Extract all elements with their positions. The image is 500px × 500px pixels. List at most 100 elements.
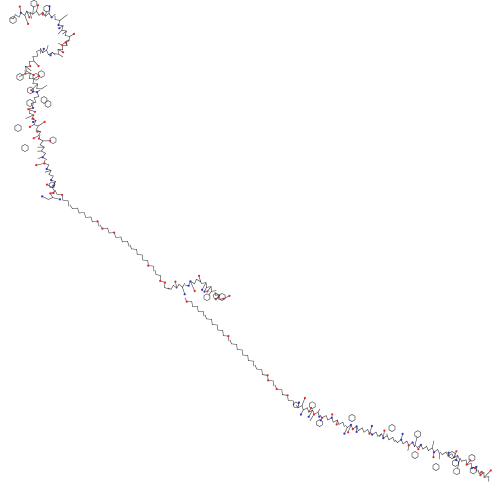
bond-line [337,419,340,425]
oxygen-atom [113,231,116,234]
heteroatom [382,437,385,440]
oxygen-atom [43,120,46,123]
nitrogen-atom [58,27,61,30]
nitrogen-atom [42,47,45,51]
side-chain-bond [59,14,68,21]
heteroatom [411,441,414,444]
bond-line [107,227,110,234]
oxygen-atom [206,290,209,293]
side-chain-bond [19,73,26,77]
side-chain-bond [46,45,49,51]
bond-line [197,306,199,312]
bond-line [29,113,35,116]
oxygen-atom [480,470,483,473]
bond-line [24,10,27,16]
oxygen-atom [267,379,270,382]
oxygen-atom [228,294,231,297]
heteroatom [24,72,27,75]
aromatic-ring [348,414,356,422]
heteroatom [368,432,371,435]
bond-line [402,440,408,445]
nitrogen-atom [343,432,346,435]
heteroatom [29,65,32,68]
heteroatom [330,416,333,419]
aromatic-ring [49,136,57,144]
heteroatom [419,443,423,446]
bond-line [461,459,467,462]
bond-line [256,368,263,370]
side-chain-bond [33,60,39,67]
side-chain-bond [25,114,35,119]
bond-line [202,311,205,317]
heteroatom [61,44,64,47]
aromatic-ring [40,96,48,104]
side-chain-bond [45,11,47,17]
bond-line [42,11,46,17]
oxygen-atom [473,467,476,470]
bond-line [236,344,238,350]
bond-line [241,349,244,356]
bond-line [155,273,161,277]
oxygen-atom [310,406,313,410]
bond-line [361,427,365,433]
oxygen-atom [266,374,269,377]
oxygen-atom [286,394,289,397]
oxygen-atom [32,73,35,77]
bond-line [217,329,224,331]
oxygen-atom [28,125,31,128]
five-membered-ring [212,292,220,299]
side-chain-bond [52,197,61,200]
heteroatom [432,451,436,454]
bond-line [206,318,212,320]
side-chain-bond [175,281,178,289]
bond-line [131,248,137,250]
bond-line [45,12,50,17]
bond-line [211,324,218,326]
bond-line [69,204,73,209]
heteroatom [50,16,53,19]
heteroatom [57,23,60,27]
bond-line [136,249,138,255]
side-chain-bond [483,470,492,478]
nitrogen-atom [370,424,373,428]
bond-line [176,283,180,289]
bond-line [36,51,38,57]
side-chain-bond [317,408,321,413]
oxygen-atom [227,335,230,338]
nitrogen-atom [31,90,35,93]
side-chain-bond [48,6,50,14]
bond-line [38,11,44,16]
oxygen-atom [52,191,55,195]
bond-line [204,314,207,320]
side-chain-bond [44,170,52,173]
bond-line [52,52,56,56]
oxygen-atom [432,456,435,459]
oxygen-atom [30,89,33,92]
bond-line [64,30,67,36]
bond-line [129,244,132,250]
nitrogen-atom [319,419,322,422]
bond-line [439,451,443,455]
bond-line [41,146,45,152]
bond-line [77,207,80,214]
bond-line [48,52,53,55]
bond-line [26,10,31,14]
oxygen-atom [101,227,104,230]
bond-line [178,283,183,288]
aromatic-ring [411,451,419,459]
bond-line [142,259,149,261]
aromatic-ring [44,100,52,108]
bond-line [414,444,418,448]
side-chain-bond [38,121,45,127]
oxygen-atom [35,164,38,167]
bond-line [30,101,37,104]
oxygen-atom [32,117,35,120]
heteroatom [351,428,354,431]
heteroatom [321,416,324,419]
oxygen-atom [32,137,35,140]
oxygen-atom [417,448,420,451]
side-chain-bond [190,281,195,292]
bond-line [196,279,201,282]
aromatic-ring [38,70,45,78]
bond-line [394,439,398,443]
